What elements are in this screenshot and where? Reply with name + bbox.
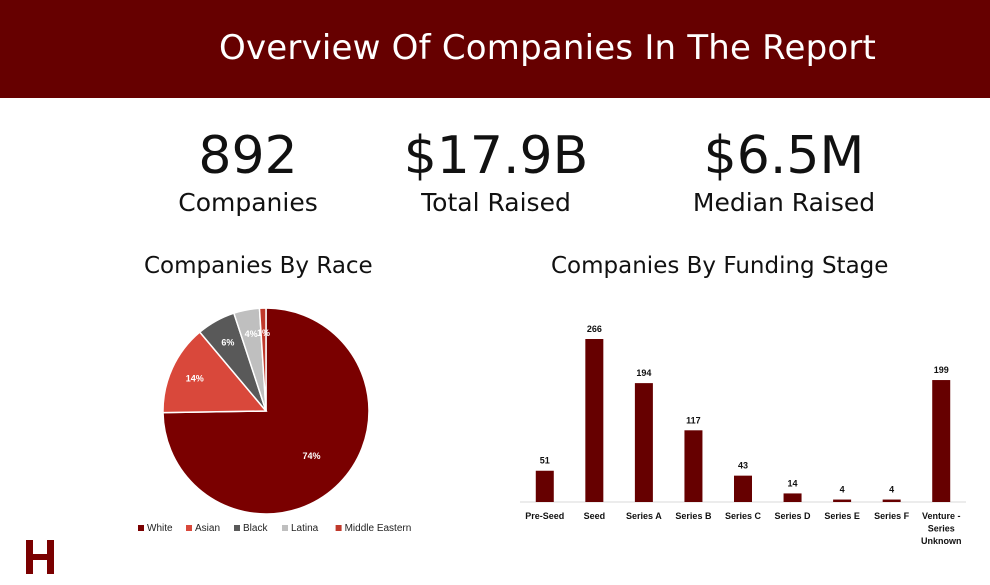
legend-entry: Black (243, 523, 268, 534)
bar-data-label: 4 (889, 485, 894, 495)
x-tick-label: Series B (675, 511, 712, 521)
legend-swatch (335, 525, 342, 531)
legend-swatch (186, 525, 192, 531)
bar-data-label: 4 (840, 485, 845, 495)
race-pie-chart: 74% 14% 6% 4% 1% White Asian Black Latina Middle … (138, 307, 412, 534)
stat-label: Companies (178, 188, 318, 217)
stat-value: 892 (198, 126, 298, 186)
pie-data-label: 1% (257, 328, 270, 338)
pie-data-label: 14% (186, 373, 204, 383)
stat-label: Median Raised (692, 188, 876, 217)
legend-entry: Latina (291, 523, 319, 534)
header-banner: Overview Of Companies In The Report (0, 0, 990, 98)
bar-data-label: 199 (934, 365, 949, 375)
page-title: Overview Of Companies In The Report (219, 28, 877, 68)
bar (535, 470, 554, 502)
pie-data-label: 6% (221, 338, 234, 348)
bar-data-label: 117 (686, 415, 701, 425)
bar-data-label: 43 (738, 461, 748, 471)
legend-entry: Asian (195, 523, 220, 534)
stat-value: $6.5M (703, 126, 865, 186)
company-logo (26, 540, 54, 574)
x-tick-label: Pre-Seed (525, 511, 564, 521)
legend-entry: Middle Eastern (345, 523, 412, 534)
legend-entry: White (147, 523, 173, 534)
bar-data-label: 51 (540, 456, 550, 466)
x-tick-label: Seed (584, 511, 606, 521)
pie-slice-white (162, 307, 370, 515)
x-tick-label: Series D (775, 511, 812, 521)
pie-data-label: 74% (303, 451, 321, 461)
bar (585, 339, 604, 502)
funding-chart-title: Companies By Funding Stage (551, 253, 889, 279)
bar (882, 499, 901, 502)
stat-total-raised: $17.9B Total Raised (366, 128, 626, 218)
bar-data-label: 14 (788, 478, 798, 488)
bar (734, 475, 752, 502)
race-chart-title: Companies By Race (144, 253, 373, 279)
pie-slice-asian (162, 331, 268, 414)
x-tick-label: Venture -Series Unknown (921, 511, 962, 546)
x-tick-label: Series E (824, 511, 860, 521)
stat-label: Total Raised (421, 188, 571, 217)
bar (684, 430, 703, 502)
bar (932, 380, 951, 502)
x-tick-label: Series C (725, 511, 762, 521)
bar-data-label: 194 (636, 368, 651, 378)
bar (833, 499, 852, 502)
legend-swatch (138, 525, 144, 531)
pie-slice-middle-eastern (258, 307, 267, 412)
legend-swatch (282, 525, 288, 531)
x-tick-label: Series A (626, 511, 662, 521)
stat-companies: 892 Companies (118, 128, 378, 218)
pie-data-label: 4% (245, 329, 258, 339)
legend-swatch (234, 525, 240, 531)
stat-median-raised: $6.5M Median Raised (654, 128, 914, 218)
bar (634, 383, 653, 502)
stat-value: $17.9B (403, 126, 589, 186)
funding-bar-chart: 51 Pre-Seed 266 Seed 194 Series A 117 Series B 4… (520, 324, 966, 546)
bar (783, 493, 802, 502)
x-tick-label: Series F (874, 511, 910, 521)
bar-data-label: 266 (587, 324, 602, 334)
